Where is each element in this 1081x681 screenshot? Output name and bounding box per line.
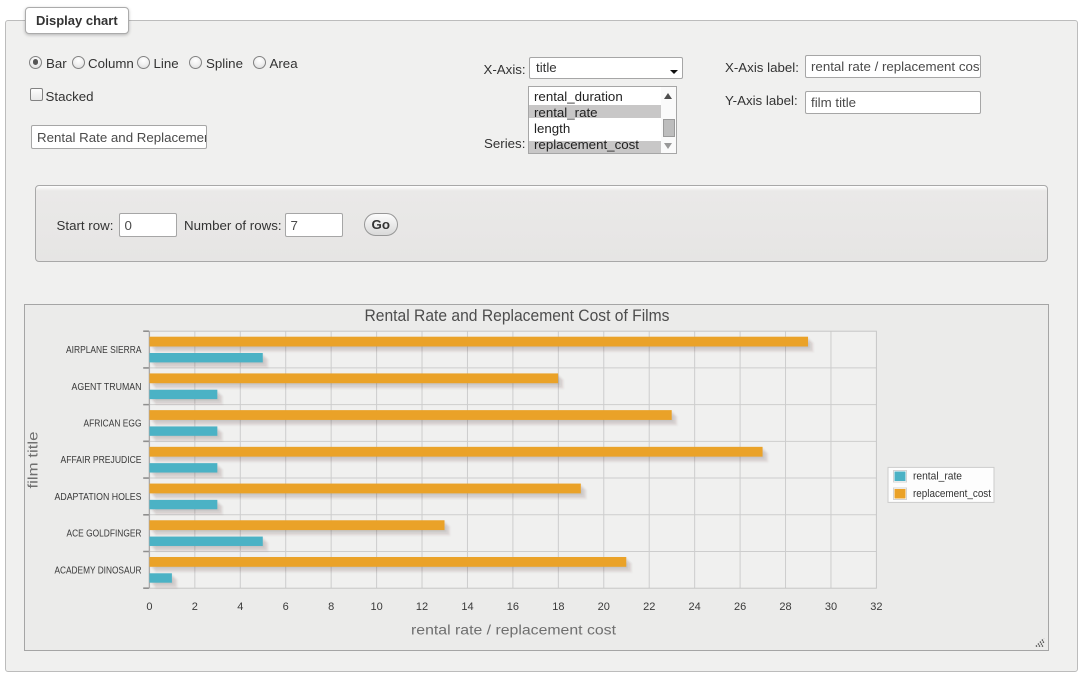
svg-text:ACE GOLDFINGER: ACE GOLDFINGER (67, 529, 142, 540)
svg-text:14: 14 (461, 601, 473, 613)
svg-text:16: 16 (507, 601, 519, 613)
svg-text:28: 28 (779, 601, 791, 613)
svg-text:0: 0 (146, 601, 152, 613)
svg-text:30: 30 (825, 601, 837, 613)
svg-text:18: 18 (552, 601, 564, 613)
svg-text:AIRPLANE SIERRA: AIRPLANE SIERRA (66, 345, 142, 356)
svg-text:rental rate / replacement cost: rental rate / replacement cost (411, 623, 616, 638)
svg-text:8: 8 (328, 601, 334, 613)
svg-text:22: 22 (643, 601, 655, 613)
svg-text:26: 26 (734, 601, 746, 613)
svg-text:24: 24 (689, 601, 701, 613)
svg-text:ACADEMY DINOSAUR: ACADEMY DINOSAUR (55, 565, 142, 576)
svg-text:6: 6 (283, 601, 289, 613)
svg-text:4: 4 (237, 601, 243, 613)
svg-text:replacement_cost: replacement_cost (913, 488, 991, 500)
svg-text:2: 2 (192, 601, 198, 613)
svg-text:AFFAIR PREJUDICE: AFFAIR PREJUDICE (61, 455, 142, 466)
svg-text:10: 10 (370, 601, 382, 613)
svg-text:ADAPTATION HOLES: ADAPTATION HOLES (55, 492, 142, 503)
svg-text:32: 32 (870, 601, 882, 613)
svg-text:Rental Rate and Replacement Co: Rental Rate and Replacement Cost of Film… (365, 306, 670, 325)
svg-text:AGENT TRUMAN: AGENT TRUMAN (72, 382, 142, 393)
svg-text:film title: film title (26, 432, 41, 489)
svg-text:rental_rate: rental_rate (913, 471, 962, 483)
svg-text:12: 12 (416, 601, 428, 613)
svg-text:20: 20 (598, 601, 610, 613)
svg-text:AFRICAN EGG: AFRICAN EGG (84, 418, 142, 429)
